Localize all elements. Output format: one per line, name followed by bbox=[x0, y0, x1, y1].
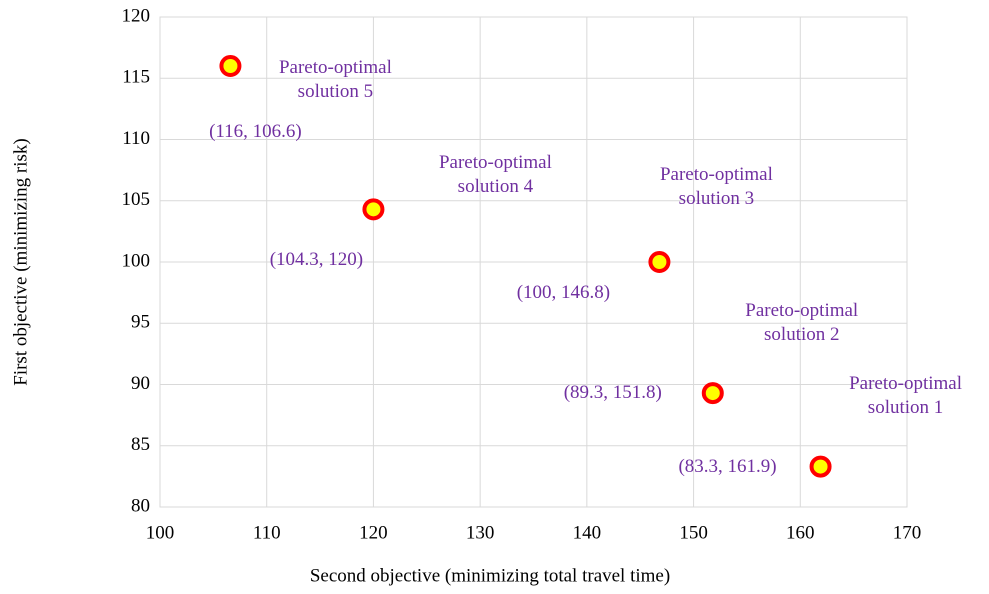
point bbox=[809, 455, 832, 478]
point-label: Pareto-optimal solution 1 bbox=[849, 372, 962, 418]
y-tick-label: 80 bbox=[131, 495, 150, 516]
x-tick-label: 120 bbox=[359, 522, 388, 543]
y-tick-label: 100 bbox=[122, 250, 151, 271]
point bbox=[648, 251, 671, 273]
value-label: (83.3, 161.9) bbox=[678, 455, 777, 477]
x-axis-label: Second objective (minimizing total trave… bbox=[310, 565, 670, 586]
y-tick-label: 85 bbox=[131, 434, 150, 455]
x-tick-label: 130 bbox=[466, 522, 495, 543]
value-label: (116, 106.6) bbox=[209, 121, 302, 142]
value-label: (89.3, 151.8) bbox=[563, 382, 662, 404]
point bbox=[219, 55, 242, 77]
x-tick-label: 160 bbox=[786, 522, 815, 543]
y-tick-label: 120 bbox=[122, 5, 151, 26]
value-label: (104.3, 120) bbox=[269, 249, 364, 271]
y-tick-label: 105 bbox=[122, 189, 151, 210]
x-tick-label: 140 bbox=[573, 522, 602, 543]
point bbox=[362, 198, 385, 221]
plot-border bbox=[159, 16, 908, 508]
point bbox=[701, 382, 724, 405]
value-label: (100, 146.8) bbox=[516, 282, 611, 303]
y-tick-label: 95 bbox=[131, 312, 150, 333]
x-tick-label: 100 bbox=[146, 522, 175, 543]
x-tick-label: 170 bbox=[893, 522, 922, 543]
y-tick-label: 115 bbox=[122, 67, 150, 88]
point-label: Pareto-optimal solution 3 bbox=[659, 164, 773, 209]
point-label: Pareto-optimal solution 4 bbox=[438, 152, 552, 198]
y-axis-label: First objective (minimizing risk) bbox=[10, 138, 31, 386]
x-tick-label: 110 bbox=[253, 522, 281, 543]
point-label: Pareto-optimal solution 5 bbox=[278, 57, 392, 102]
x-tick-label: 150 bbox=[679, 522, 708, 543]
y-tick-label: 110 bbox=[122, 128, 150, 149]
y-tick-label: 90 bbox=[131, 373, 150, 394]
point-label: Pareto-optimal solution 2 bbox=[745, 300, 859, 346]
